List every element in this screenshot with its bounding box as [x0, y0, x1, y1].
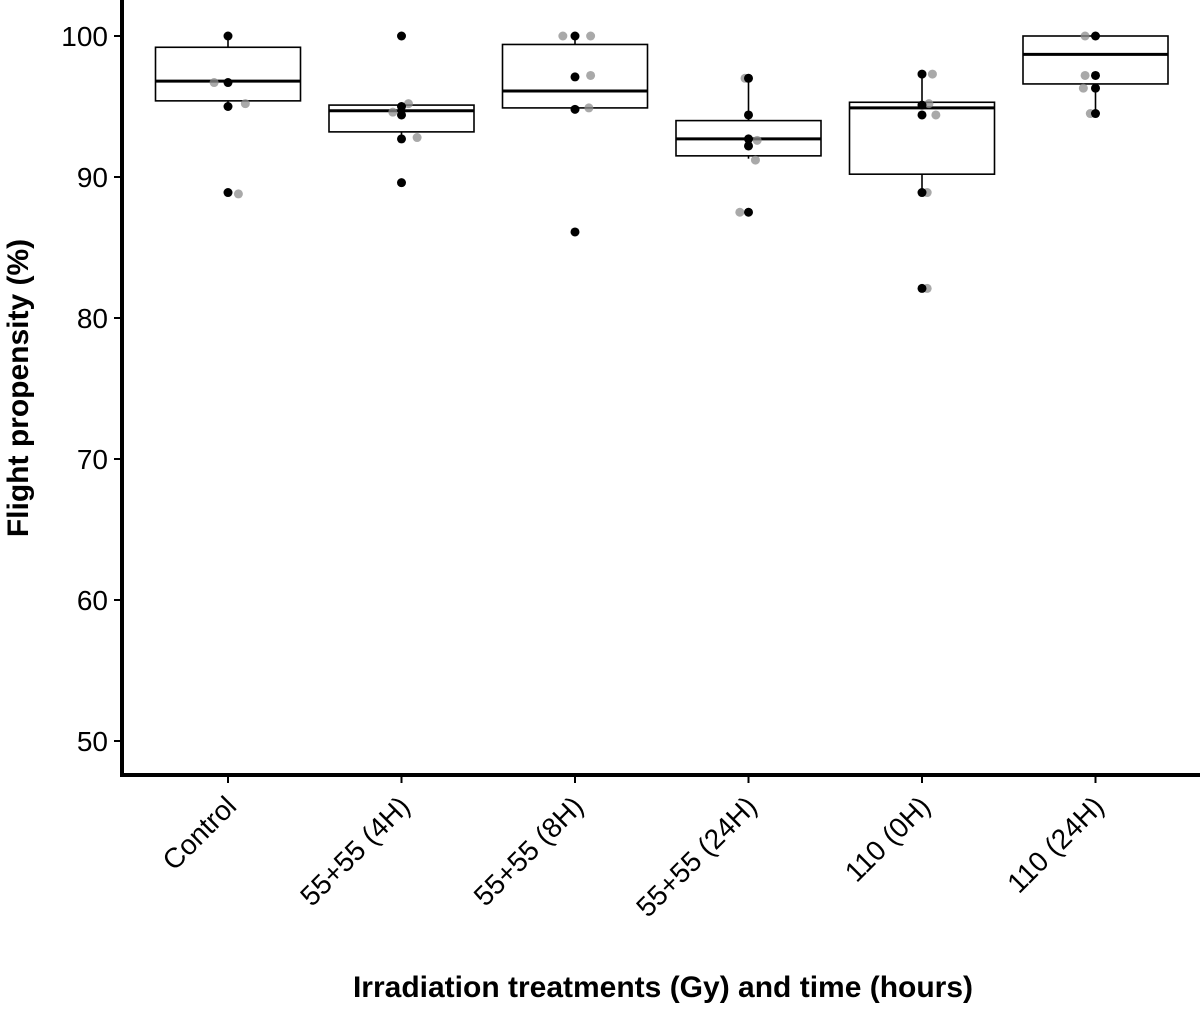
- data-point: [744, 207, 753, 217]
- data-point: [917, 283, 927, 293]
- x-tick-label: 55+55 (8H): [468, 790, 590, 912]
- data-point: [917, 110, 927, 120]
- data-point: [397, 178, 406, 188]
- x-tick-label: 55+55 (24H): [630, 790, 763, 923]
- box-4: [848, 74, 996, 192]
- data-point: [223, 102, 233, 111]
- data-point-grey: [403, 99, 413, 109]
- data-point-grey: [931, 110, 941, 120]
- data-point-grey: [586, 70, 596, 80]
- axes-layer: [120, 0, 1200, 777]
- y-axis-title: Flight propensity (%): [2, 239, 35, 537]
- data-point-grey: [1080, 70, 1090, 80]
- data-point: [397, 110, 406, 120]
- data-point: [1091, 70, 1100, 80]
- data-point: [1091, 109, 1100, 119]
- data-point-grey: [1080, 31, 1090, 41]
- data-point-grey: [240, 99, 250, 109]
- x-tick-label: 110 (24H): [1001, 790, 1109, 898]
- data-point: [917, 188, 927, 198]
- data-point-grey: [412, 133, 422, 143]
- data-point-grey: [927, 69, 937, 79]
- data-point: [744, 110, 753, 120]
- data-point-grey: [233, 189, 243, 199]
- data-point-grey: [752, 135, 762, 145]
- data-point: [397, 102, 406, 111]
- data-point-grey: [388, 107, 398, 117]
- x-tick-label: 110 (0H): [839, 790, 936, 887]
- box-rect: [154, 46, 302, 102]
- data-point: [1091, 83, 1100, 93]
- x-tick-label: 55+55 (4H): [294, 790, 416, 912]
- y-ticks-layer: 50 60 70 80 90 100: [61, 21, 122, 757]
- y-tick-label: 70: [77, 444, 108, 475]
- data-point: [570, 72, 580, 82]
- data-point: [223, 188, 233, 198]
- data-point: [223, 78, 233, 88]
- x-axis-title: Irradiation treatments (Gy) and time (ho…: [353, 971, 973, 1004]
- data-point-grey: [750, 155, 760, 165]
- data-point: [1091, 31, 1100, 41]
- y-tick-label: 100: [61, 21, 108, 52]
- box-0: [154, 36, 302, 107]
- data-point: [223, 31, 233, 41]
- data-point-grey: [558, 31, 568, 41]
- x-tick-label: Control: [156, 790, 242, 876]
- y-tick-label: 60: [77, 585, 108, 616]
- data-point: [570, 227, 580, 237]
- data-point: [397, 134, 406, 144]
- data-point: [917, 100, 927, 110]
- x-ticks-layer: Control 55+55 (4H) 55+55 (8H) 55+55 (24H) 11…: [156, 775, 1110, 923]
- data-point-grey: [924, 99, 934, 109]
- data-point-grey: [1078, 83, 1088, 93]
- data-point: [744, 141, 753, 151]
- data-point-grey: [586, 31, 596, 41]
- data-point: [744, 134, 753, 144]
- data-point-grey: [584, 103, 594, 113]
- data-point: [744, 73, 753, 83]
- y-tick-label: 90: [77, 162, 108, 193]
- data-point-grey: [735, 207, 745, 217]
- data-point: [570, 31, 580, 41]
- y-tick-label: 50: [77, 726, 108, 757]
- data-point: [570, 104, 580, 114]
- y-tick-label: 80: [77, 303, 108, 334]
- points-layer: [209, 31, 1100, 293]
- data-point-grey: [209, 78, 219, 88]
- data-point: [397, 31, 406, 41]
- boxes-layer: [154, 35, 1169, 192]
- data-point: [917, 69, 927, 79]
